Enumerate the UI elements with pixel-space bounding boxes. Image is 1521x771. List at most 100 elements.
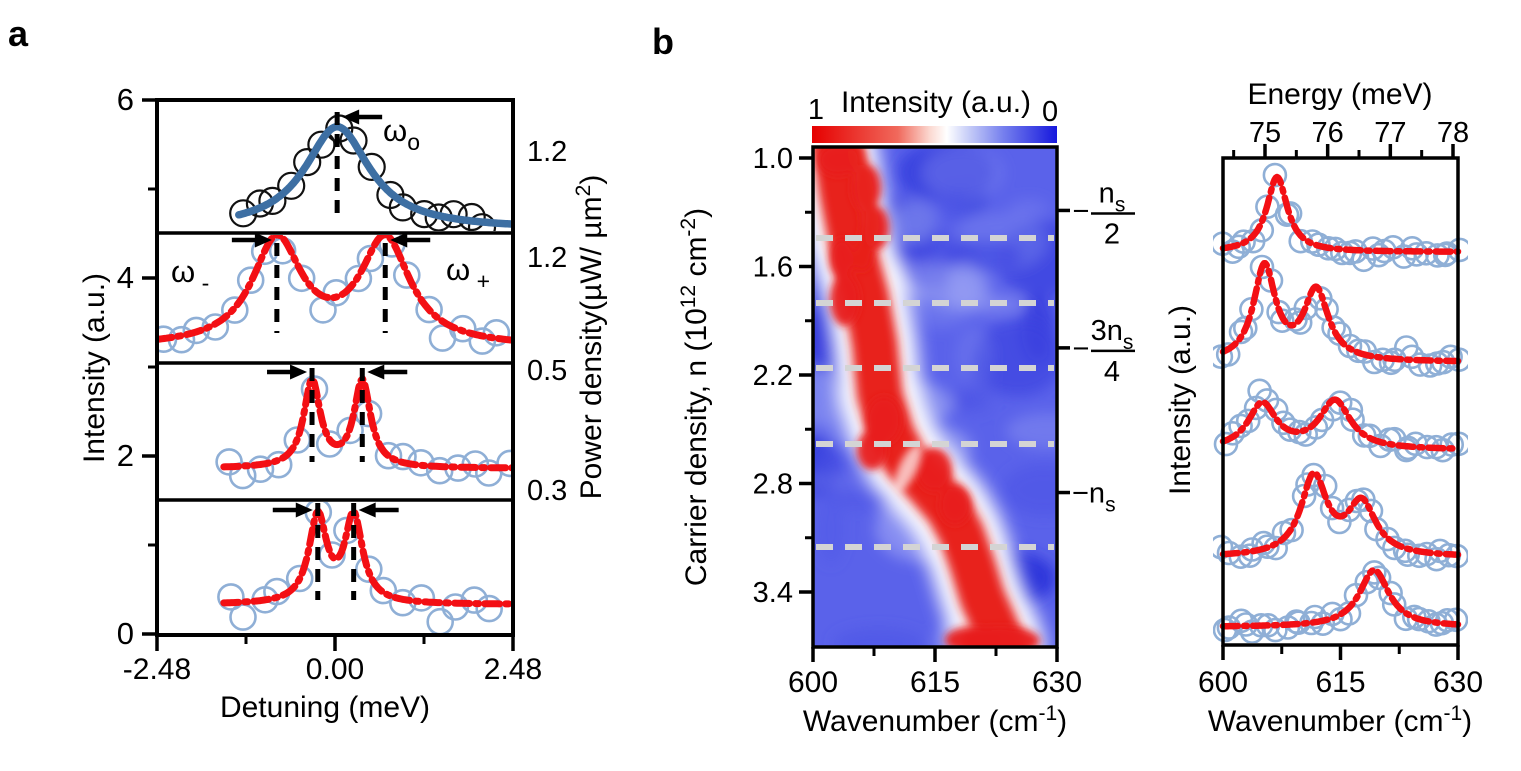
spectra-body	[1213, 162, 1468, 643]
texture-blob	[973, 320, 1057, 396]
data-point	[1358, 498, 1384, 524]
x-tick-label: 600	[788, 666, 838, 699]
data-points-trace-0	[1213, 162, 1468, 273]
ellipse	[916, 448, 952, 492]
data-point	[1375, 526, 1400, 552]
data-point	[1235, 408, 1261, 434]
data-point	[1228, 319, 1254, 345]
data-point	[1443, 607, 1468, 633]
texture-blob	[947, 263, 983, 309]
texture-blob	[922, 147, 1004, 200]
data-point	[415, 295, 443, 324]
x-tick-label: -2.48	[123, 653, 191, 686]
data-point	[309, 296, 337, 324]
data-point	[425, 456, 454, 485]
fit-line	[235, 122, 511, 228]
data-point	[1255, 534, 1280, 560]
density-fraction-label-0: −ns2	[1073, 177, 1135, 250]
data-point	[1231, 229, 1256, 254]
spectra-trace-2	[1213, 378, 1468, 463]
inline-density-label: −ns	[1072, 478, 1116, 517]
data-point	[1425, 243, 1450, 268]
fit-line	[1219, 260, 1462, 365]
data-point	[475, 594, 504, 623]
data-point	[468, 327, 497, 355]
data-point	[1319, 495, 1345, 521]
arrowhead-icon	[358, 502, 376, 518]
arrowhead-icon	[390, 232, 408, 248]
y-tick-label: 1.6	[753, 251, 793, 283]
data-point	[215, 448, 243, 476]
data-point	[221, 296, 249, 324]
energy-tick-label: 75	[1249, 117, 1281, 149]
data-point	[441, 593, 470, 621]
ellipse	[818, 147, 858, 176]
colorbar-title: Intensity (a.u.)	[841, 86, 1031, 119]
panel-a-series-1	[159, 235, 511, 355]
data-point	[1378, 580, 1403, 606]
data-point	[285, 564, 314, 593]
heatmap-xlabel: Wavenumber (cm-1)	[803, 702, 1067, 738]
data-point	[1254, 388, 1280, 413]
data-point	[1395, 542, 1420, 568]
data-point	[356, 244, 385, 273]
arrowhead-icon	[254, 232, 272, 248]
fraction-denominator: 4	[1104, 356, 1120, 388]
fit-line	[1219, 396, 1462, 452]
arrowhead-icon	[290, 364, 308, 380]
ellipse	[851, 164, 881, 212]
data-point	[374, 441, 403, 470]
y-tick-label: 4	[117, 260, 134, 295]
spectra-trace-0	[1213, 162, 1468, 273]
minus-sign: −	[1073, 333, 1090, 365]
data-point	[217, 583, 245, 611]
data-point	[339, 126, 368, 155]
data-point	[357, 152, 386, 181]
data-point	[1366, 242, 1392, 268]
fraction-denominator: 2	[1104, 218, 1120, 250]
texture-blob	[833, 628, 925, 647]
omega-annotation-1: ω -	[171, 254, 209, 296]
power-density-value: 0.5	[527, 355, 567, 387]
colorbar-max-label: 1	[808, 94, 824, 126]
density-fraction-label-2: −ns	[1072, 478, 1116, 517]
panel-a-plot: ωo ω - ω + 6 4 2 0-2.48 0.00 2.48 1.2 1.2 0.5 0.3 Pow…	[117, 82, 608, 686]
y-tick-label: 3.4	[753, 577, 793, 609]
texture-blob	[968, 352, 994, 414]
data-point	[1263, 617, 1288, 643]
data-point	[258, 186, 287, 215]
fraction-numerator: ns	[1099, 177, 1126, 216]
minus-sign: −	[1073, 195, 1090, 227]
data-point	[1215, 342, 1241, 367]
power-density-value: 0.3	[527, 475, 567, 507]
panel-a-series-2	[215, 375, 511, 490]
fit-line	[1219, 469, 1462, 558]
x-tick-label: 2.48	[484, 653, 542, 686]
data-point	[1277, 201, 1303, 226]
x-tick-label: 630	[1032, 666, 1082, 699]
y-tick-label: 0	[117, 616, 134, 651]
texture-blob	[940, 189, 968, 223]
data-points-trace-4	[1213, 560, 1468, 643]
x-tick-label: 630	[1433, 666, 1483, 699]
data-point	[369, 576, 398, 605]
data-point	[496, 449, 511, 478]
ridge-seam	[894, 444, 922, 492]
panel-b-label: b	[652, 21, 674, 62]
fraction-numerator: 3ns	[1091, 315, 1134, 354]
omega-annotation-2: ω +	[446, 252, 490, 294]
data-point	[1362, 560, 1387, 585]
panel-a-series-0	[229, 114, 511, 231]
data-point	[1249, 254, 1275, 280]
panel-a-ylabel: Intensity (a.u.)	[78, 273, 111, 463]
data-points-series-2	[215, 375, 511, 490]
texture-blob	[1009, 199, 1049, 219]
data-point	[1228, 413, 1253, 439]
panel-a-label: a	[8, 13, 29, 54]
fit-line	[220, 375, 511, 472]
fit-line	[1219, 173, 1462, 255]
